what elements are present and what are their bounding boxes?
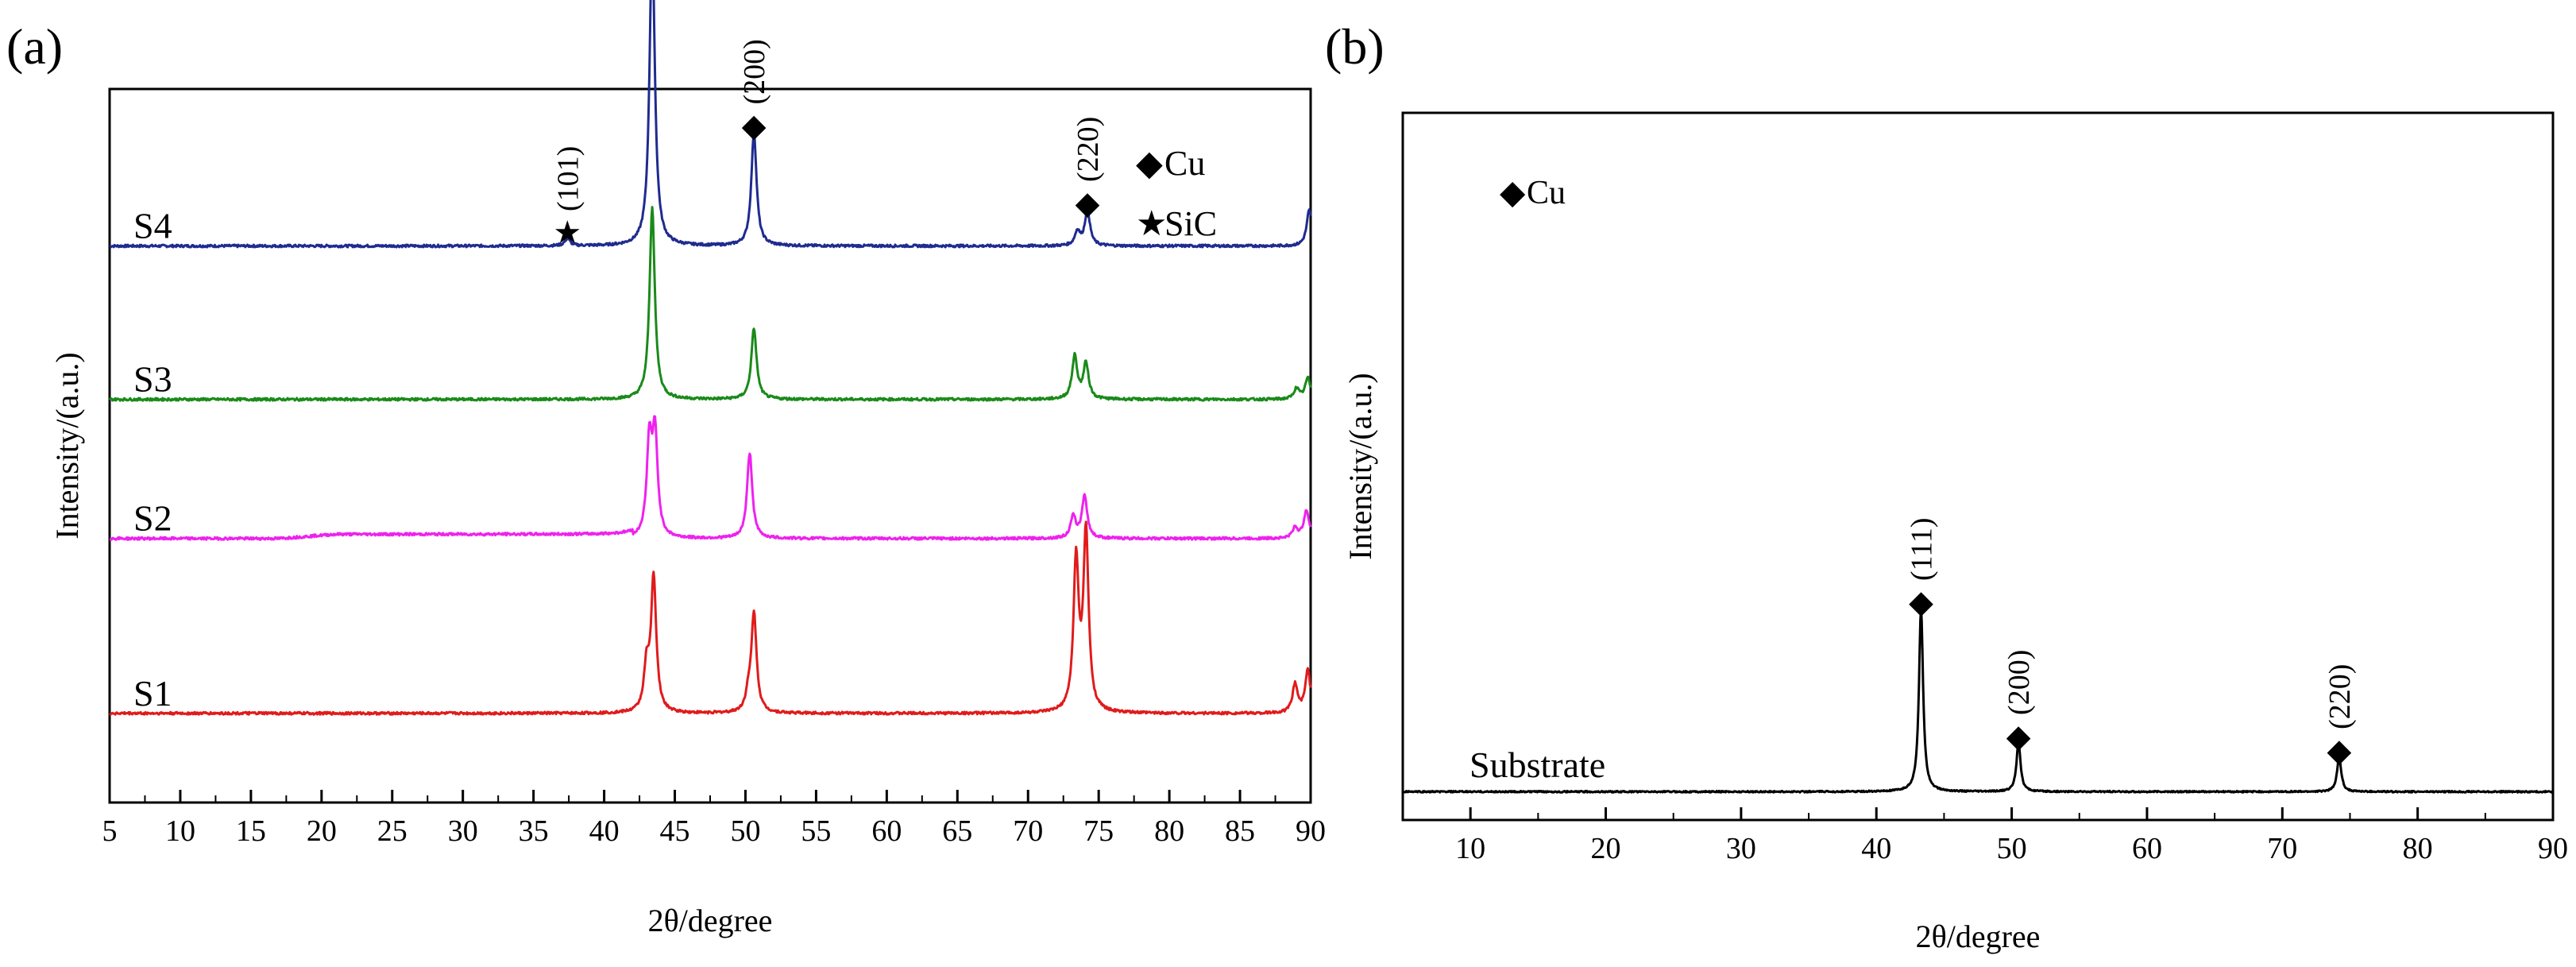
- x-tick-label: 80: [2403, 832, 2433, 865]
- peak-label-220: (220): [2323, 664, 2357, 729]
- x-tick-label: 35: [519, 814, 549, 848]
- x-tick-label: 30: [448, 814, 478, 848]
- x-tick-label: 30: [1726, 832, 1756, 865]
- panel-b-y-axis-title: Intensity/(a.u.): [1342, 373, 1378, 560]
- panel-b-x-axis-title: 2θ/degree: [1916, 919, 2041, 954]
- x-tick-label: 45: [660, 814, 690, 848]
- peak-marker-111: ◆: [1909, 584, 1933, 620]
- x-tick-label: 70: [2267, 832, 2297, 865]
- peak-label-200: (200): [738, 39, 771, 104]
- series-line-s1: [109, 520, 1312, 716]
- legend-sic-label: SiC: [1164, 204, 1217, 243]
- x-tick-label: 65: [942, 814, 972, 848]
- x-tick-label: 10: [165, 814, 195, 848]
- peak-marker-200: ◆: [742, 108, 767, 144]
- sample-label-s4: S4: [133, 206, 172, 246]
- panel-a-plot-frame: [108, 87, 1312, 804]
- panel-b-label: (b): [1325, 18, 1385, 75]
- peak-label-101: (101): [551, 146, 585, 211]
- x-tick-label: 5: [102, 814, 118, 848]
- x-tick-label: 60: [871, 814, 902, 848]
- sample-label-s1: S1: [133, 673, 172, 714]
- panel-b-annotations: ◆(111)◆(200)◆(220): [1905, 517, 2356, 768]
- panel-b-series: [1402, 606, 2554, 794]
- x-tick-label: 60: [2132, 832, 2162, 865]
- x-tick-label: 80: [1154, 814, 1184, 848]
- panel-b-plot-frame: [1401, 111, 2555, 822]
- x-tick-label: 90: [1296, 814, 1326, 848]
- panel-a-x-ticks: 5 10 15 20 25 30 35 40 45 50 55 60 65 70 75 80 85 90: [102, 790, 1326, 848]
- x-tick-label: 50: [1997, 832, 2027, 865]
- panel-a-series: [108, 0, 1312, 716]
- peak-label-220: (220): [1072, 117, 1105, 182]
- panel-a-annotations: ★(101)◆(111)◆(200)◆(220): [551, 39, 1105, 250]
- panel-a-x-axis-title: 2θ/degree: [648, 903, 773, 938]
- panel-a-y-axis-title: Intensity/(a.u.): [49, 352, 85, 540]
- peak-marker-101: ★: [553, 215, 581, 250]
- legend-sic-symbol: ★: [1136, 204, 1167, 243]
- x-tick-label: 40: [589, 814, 620, 848]
- x-tick-label: 15: [236, 814, 266, 848]
- peak-marker-220: ◆: [1076, 185, 1100, 221]
- series-line-s4: [109, 0, 1312, 249]
- substrate-label: Substrate: [1470, 745, 1605, 785]
- panel-a-chart: (a) 5 10 15 20 25 30 35 40 45 50 55 60 65 70 75 80 85 90 …: [6, 0, 1326, 938]
- x-tick-label: 55: [801, 814, 831, 848]
- peak-marker-200: ◆: [2006, 718, 2031, 754]
- panel-b-legend: ◆ Cu: [1500, 175, 1566, 211]
- legend-cu-label: Cu: [1164, 144, 1205, 183]
- peak-marker-220: ◆: [2327, 733, 2351, 768]
- series-line-s3: [108, 206, 1312, 402]
- sample-label-s3: S3: [133, 359, 172, 400]
- panel-b-chart: (b) 10 20 30 40 50 60 70 80 90 ◆(111)◆(200)◆(220…: [1325, 18, 2568, 954]
- legend-cu-symbol: ◆: [1136, 144, 1163, 183]
- legend-b-cu-label: Cu: [1527, 175, 1566, 211]
- x-tick-label: 50: [730, 814, 760, 848]
- x-tick-label: 75: [1083, 814, 1114, 848]
- legend-b-cu-symbol: ◆: [1500, 175, 1526, 211]
- x-tick-label: 10: [1455, 832, 1485, 865]
- panel-a-label: (a): [6, 18, 63, 75]
- sample-label-s2: S2: [133, 498, 172, 539]
- panel-a-legend: ◆ Cu ★ SiC: [1136, 144, 1217, 243]
- panel-b-x-ticks: 10 20 30 40 50 60 70 80 90: [1455, 807, 2568, 865]
- series-line-s2: [109, 415, 1312, 541]
- panel-a-sample-labels: S4 S3 S2 S1: [133, 206, 172, 714]
- x-tick-label: 20: [307, 814, 337, 848]
- peak-label-200: (200): [2002, 650, 2036, 715]
- series-line-substrate: [1402, 606, 2554, 794]
- x-tick-label: 20: [1591, 832, 1621, 865]
- x-tick-label: 90: [2538, 832, 2568, 865]
- x-tick-label: 25: [377, 814, 407, 848]
- peak-label-111: (111): [1905, 517, 1938, 581]
- x-tick-label: 70: [1013, 814, 1043, 848]
- x-tick-label: 40: [1861, 832, 1891, 865]
- x-tick-label: 85: [1225, 814, 1255, 848]
